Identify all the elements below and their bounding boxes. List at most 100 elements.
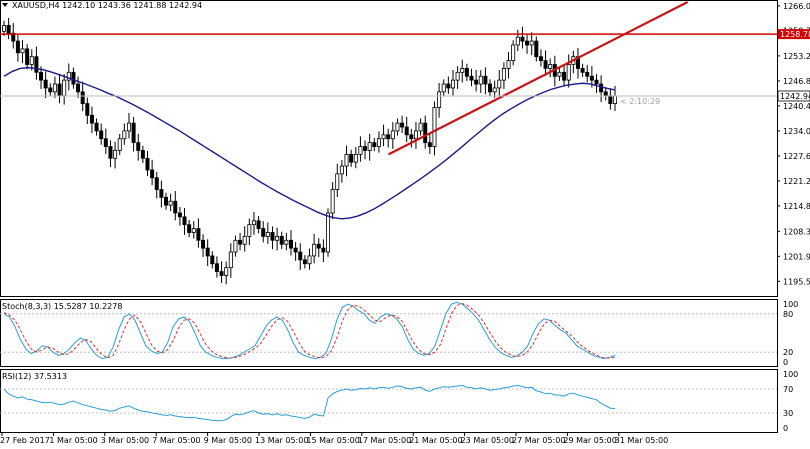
bear-candle-body — [196, 228, 201, 241]
osc-tick-label: 100 — [783, 370, 798, 379]
bar-countdown: < 2:10:29 — [620, 97, 660, 106]
bear-candle-body — [214, 263, 219, 272]
stoch-label: Stoch(8,3,3) 15.5287 10.2278 — [2, 302, 122, 311]
price-tick-label: 1208.30 — [783, 227, 810, 236]
bear-candle-body — [483, 75, 488, 85]
time-tick-label: 23 Mar 05:00 — [461, 436, 514, 445]
bull-candle-body — [515, 36, 520, 46]
time-tick-label: 3 Mar 05:00 — [101, 436, 149, 445]
rsi-label: RSI(12) 37.5313 — [2, 372, 67, 381]
ascending-trendline[interactable] — [388, 1, 689, 156]
bear-candle-body — [48, 87, 53, 93]
bull-candle-body — [113, 150, 118, 159]
time-tick-label: 1 Mar 05:00 — [49, 436, 97, 445]
symbol-header: XAUUSD,H4 1242.10 1243.36 1241.88 1242.9… — [2, 1, 202, 10]
price-tick-label: 1234.00 — [783, 127, 810, 136]
price-tick-label: 1253.20 — [783, 52, 810, 61]
ma-line — [3, 66, 616, 220]
price-tick-label: 1227.60 — [783, 152, 810, 161]
bear-candle-body — [76, 83, 81, 93]
bear-candle-body — [177, 212, 182, 218]
bear-candle-body — [150, 169, 155, 179]
bull-candle-body — [381, 134, 386, 140]
time-tick-label: 15 Mar 05:00 — [306, 436, 359, 445]
time-tick-label: 17 Mar 05:00 — [358, 436, 411, 445]
bull-candle-body — [395, 122, 400, 132]
bull-candle-body — [441, 83, 446, 93]
bull-candle-body — [450, 79, 455, 89]
bear-candle-body — [469, 75, 474, 81]
bear-candle-body — [154, 177, 159, 190]
bear-candle-body — [580, 68, 585, 73]
bear-candle-body — [89, 114, 94, 124]
bear-candle-body — [363, 146, 368, 151]
bear-candle-body — [99, 130, 104, 140]
bear-candle-body — [474, 79, 479, 85]
bear-candle-body — [279, 235, 284, 245]
bull-candle-body — [413, 130, 418, 140]
bull-candle-body — [307, 255, 312, 265]
bear-candle-body — [589, 75, 594, 81]
bull-candle-body — [224, 267, 229, 276]
bear-candle-body — [94, 122, 99, 132]
bear-candle-body — [11, 32, 16, 42]
bull-candle-body — [2, 25, 7, 32]
bear-candle-body — [80, 91, 85, 104]
bear-candle-body — [520, 36, 525, 42]
bear-candle-body — [145, 157, 150, 171]
bull-candle-body — [126, 122, 131, 132]
bear-candle-body — [270, 232, 275, 241]
bull-candle-body — [437, 91, 442, 108]
bull-candle-body — [275, 235, 280, 241]
bull-candle-body — [418, 122, 423, 132]
rsi-line — [3, 384, 616, 422]
bear-candle-body — [525, 40, 530, 46]
bear-candle-body — [57, 83, 62, 97]
bull-candle-body — [52, 83, 57, 93]
bear-candle-body — [349, 153, 354, 163]
bear-candle-body — [131, 122, 136, 144]
bear-candle-body — [108, 146, 113, 159]
bull-candle-body — [501, 68, 506, 81]
time-tick-label: 21 Mar 05:00 — [409, 436, 462, 445]
last-price-label: 1242.94 — [780, 92, 810, 101]
price-axis: 1266.001259.701253.201246.801240.401234.… — [777, 2, 810, 286]
bear-candle-body — [164, 196, 169, 206]
stoch-panel-frame — [0, 299, 778, 367]
bull-candle-body — [548, 64, 553, 69]
dropdown-arrow-icon[interactable] — [2, 3, 8, 7]
bear-candle-body — [210, 255, 215, 265]
bull-candle-body — [312, 243, 317, 257]
bull-candle-body — [529, 40, 534, 46]
bull-candle-body — [492, 87, 497, 93]
price-tick-label: 1246.80 — [783, 77, 810, 86]
resistance-price-label: 1258.78 — [780, 30, 810, 39]
bear-candle-body — [238, 239, 243, 245]
stoch-levels — [0, 313, 777, 353]
bull-candle-body — [344, 153, 349, 167]
bull-candle-body — [168, 200, 173, 206]
time-tick-label: 13 Mar 05:00 — [255, 436, 308, 445]
bear-candle-body — [43, 79, 48, 89]
bull-candle-body — [284, 239, 289, 245]
bear-candle-body — [261, 228, 266, 237]
rsi-axis: 100 70 30 0 — [783, 370, 798, 433]
moving-average — [3, 66, 616, 220]
bear-candle-body — [6, 25, 11, 34]
bear-candle-body — [25, 48, 30, 65]
bull-candle-body — [613, 95, 618, 104]
bull-candle-body — [228, 251, 233, 269]
main-panel-frame — [0, 0, 778, 297]
bear-candle-body — [321, 247, 326, 253]
bull-candle-body — [353, 153, 358, 163]
bull-candle-body — [122, 130, 127, 140]
price-tick-label: 1214.80 — [783, 202, 810, 211]
bull-candle-body — [376, 138, 381, 147]
osc-tick-label: 30 — [783, 409, 793, 418]
bull-candle-body — [460, 68, 465, 73]
time-tick-label: 27 Mar 05:00 — [512, 436, 565, 445]
bear-candle-body — [173, 200, 178, 214]
bull-candle-body — [247, 224, 252, 237]
bear-candle-body — [39, 71, 44, 81]
